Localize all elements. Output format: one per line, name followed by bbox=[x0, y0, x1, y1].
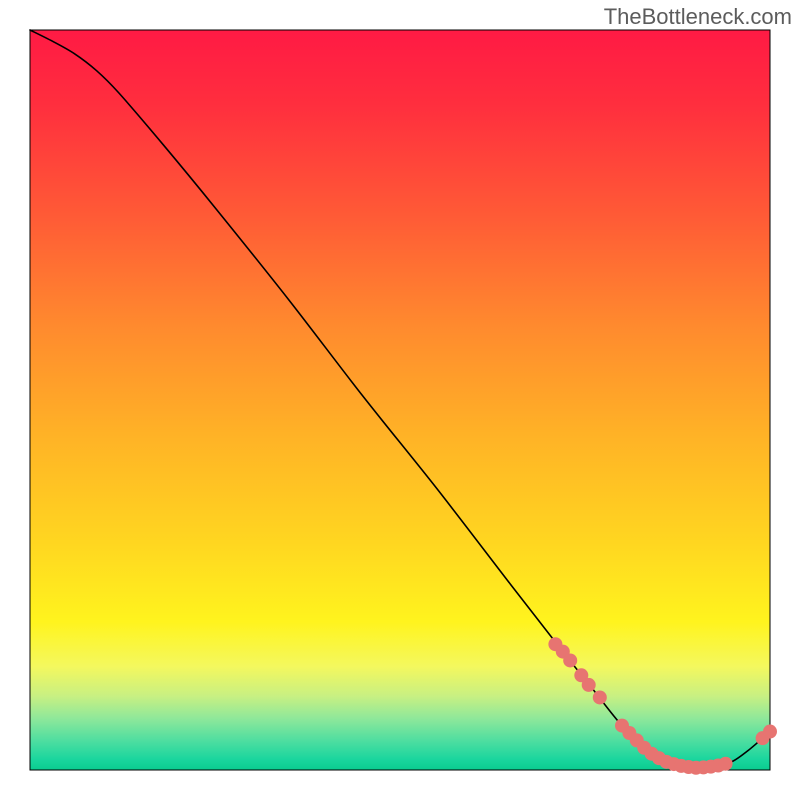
chart-svg bbox=[0, 0, 800, 800]
chart-container: TheBottleneck.com bbox=[0, 0, 800, 800]
data-marker bbox=[719, 757, 733, 771]
data-marker bbox=[763, 725, 777, 739]
plot-background bbox=[30, 30, 770, 770]
data-marker bbox=[563, 653, 577, 667]
data-marker bbox=[593, 690, 607, 704]
data-marker bbox=[582, 678, 596, 692]
watermark-text: TheBottleneck.com bbox=[604, 4, 792, 30]
